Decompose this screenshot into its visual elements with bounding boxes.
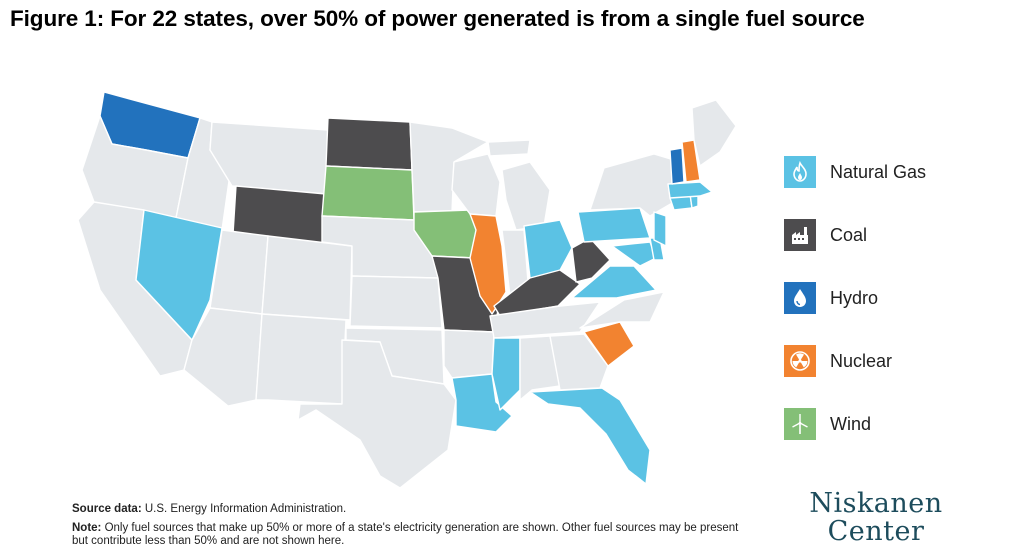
state-ms bbox=[491, 337, 521, 411]
state-il bbox=[469, 213, 507, 315]
state-me bbox=[691, 99, 737, 167]
legend-label: Nuclear bbox=[830, 350, 893, 371]
figure-title: Figure 1: For 22 states, over 50% of pow… bbox=[10, 6, 865, 31]
state-tx bbox=[297, 339, 457, 489]
state-wi bbox=[451, 153, 501, 217]
state-pa bbox=[577, 207, 651, 243]
footer: Source data: U.S. Energy Information Adm… bbox=[72, 503, 752, 548]
legend-item-coal: Coal bbox=[784, 218, 867, 252]
state-ny bbox=[589, 153, 675, 217]
state-co bbox=[261, 235, 353, 321]
note-label: Note: bbox=[72, 522, 102, 534]
note-text: Only fuel sources that make up 50% or mo… bbox=[72, 522, 739, 547]
us-map bbox=[60, 70, 760, 490]
legend-label: Hydro bbox=[830, 287, 879, 308]
state-ma bbox=[667, 181, 713, 199]
legend-item-wind: Wind bbox=[784, 407, 871, 441]
state-va bbox=[571, 265, 657, 299]
brand-line-1: Niskanen bbox=[809, 488, 943, 519]
us-map-svg bbox=[77, 91, 737, 489]
note-line: Note: Only fuel sources that make up 50%… bbox=[72, 522, 752, 548]
state-ar bbox=[443, 329, 495, 379]
legend-item-hydro: Hydro bbox=[784, 281, 878, 315]
state-al bbox=[519, 335, 561, 401]
factory-icon bbox=[784, 219, 816, 251]
legend-item-nuclear: Nuclear bbox=[784, 344, 892, 378]
legend-label: Natural Gas bbox=[830, 161, 927, 182]
state-vt bbox=[669, 147, 685, 185]
brand-line-2: Center bbox=[827, 516, 925, 547]
source-text: U.S. Energy Information Administration. bbox=[144, 503, 347, 515]
state-oh bbox=[523, 219, 573, 279]
source-line: Source data: U.S. Energy Information Adm… bbox=[72, 503, 752, 516]
legend-label: Coal bbox=[830, 224, 868, 245]
radiation-icon bbox=[784, 345, 816, 377]
state-ga bbox=[549, 333, 609, 391]
brand-logo: Niskanen Center bbox=[796, 490, 956, 546]
state-sd bbox=[321, 165, 415, 221]
state-nh bbox=[681, 139, 701, 183]
flame-icon bbox=[784, 156, 816, 188]
state-nc bbox=[579, 291, 665, 329]
state-fl bbox=[529, 387, 651, 485]
source-label: Source data: bbox=[72, 503, 142, 515]
state-md bbox=[611, 241, 657, 267]
state-tn bbox=[489, 301, 601, 339]
state-nv bbox=[135, 209, 223, 341]
state-nm bbox=[255, 313, 347, 405]
legend-label: Wind bbox=[830, 413, 872, 434]
state-sc bbox=[583, 321, 635, 367]
state-ks bbox=[349, 275, 443, 329]
state-nj bbox=[653, 211, 667, 247]
legend-item-natural-gas: Natural Gas bbox=[784, 155, 926, 189]
wind-turbine-icon bbox=[784, 408, 816, 440]
water-drop-icon bbox=[784, 282, 816, 314]
state-nd bbox=[325, 117, 413, 171]
